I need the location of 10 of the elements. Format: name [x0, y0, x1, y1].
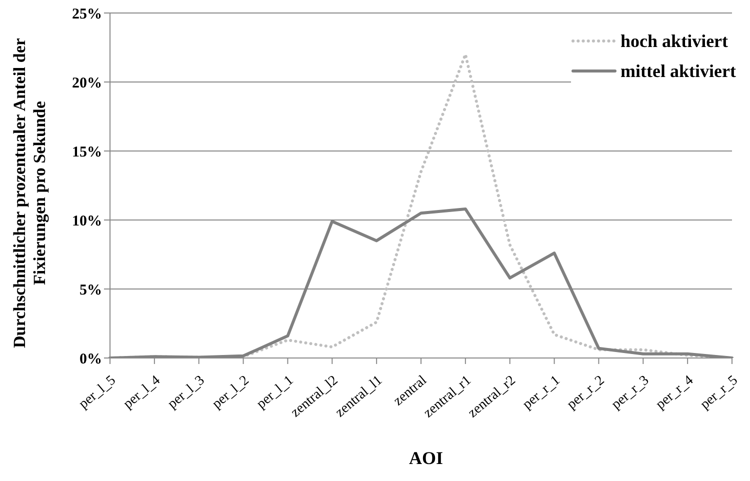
y-axis-title: Durchschnittlicher prozentualer Anteil der Fixierungen pro Sekunde: [10, 37, 50, 350]
legend-label: hoch aktiviert: [620, 30, 728, 53]
x-axis-title: AOI: [408, 448, 444, 469]
y-tick-label: 25%: [72, 6, 102, 22]
y-tick-label: 15%: [72, 144, 102, 160]
legend-label: mittel aktiviert: [620, 60, 736, 83]
y-tick-label: 5%: [80, 282, 102, 298]
y-tick-label: 20%: [72, 75, 102, 92]
y-tick-label: 0%: [80, 351, 102, 368]
y-tick-label: 10%: [72, 213, 102, 230]
